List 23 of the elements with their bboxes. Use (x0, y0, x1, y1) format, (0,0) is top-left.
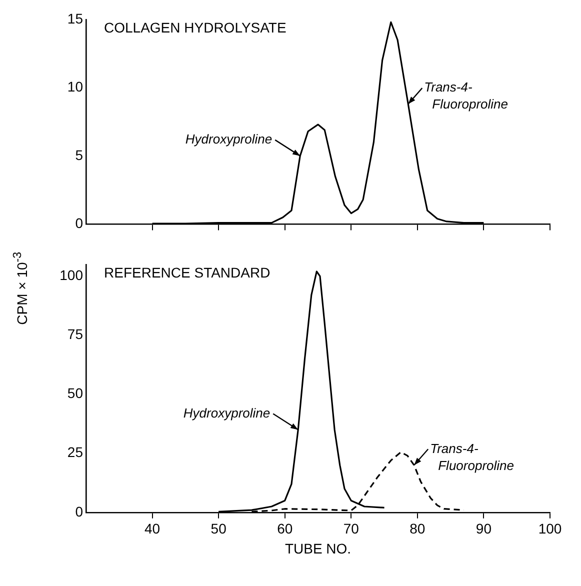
y-tick-label: 0 (75, 215, 84, 232)
annotation: Hydroxyproline (185, 132, 272, 147)
annotation: Trans-4-Fluoroproline (430, 440, 514, 473)
y-tick-label: 100 (60, 267, 84, 284)
y-tick-label: 5 (75, 146, 84, 163)
x-tick-label: 60 (277, 520, 293, 537)
x-tick-label: 50 (210, 520, 227, 537)
chart-title: COLLAGEN HYDROLYSATE (104, 19, 286, 36)
y-tick-label: 50 (67, 385, 84, 402)
x-tick-label: 90 (476, 520, 492, 537)
annotation: Hydroxyproline (183, 405, 270, 420)
x-axis-title: TUBE NO. (284, 540, 352, 556)
annotation: Trans-4-Fluoroproline (424, 80, 508, 112)
y-tick-label: 75 (67, 326, 84, 342)
y-tick-label: 10 (67, 78, 84, 95)
chart-title: REFERENCE STANDARD (104, 264, 270, 280)
y-tick-label: 15 (67, 10, 84, 26)
x-tick-label: 70 (343, 520, 360, 537)
x-tick-label: 40 (144, 520, 160, 537)
x-tick-label: 80 (410, 520, 426, 537)
y-tick-label: 0 (75, 503, 84, 520)
x-tick-label: 100 (538, 520, 562, 537)
y-tick-label: 25 (67, 444, 84, 460)
